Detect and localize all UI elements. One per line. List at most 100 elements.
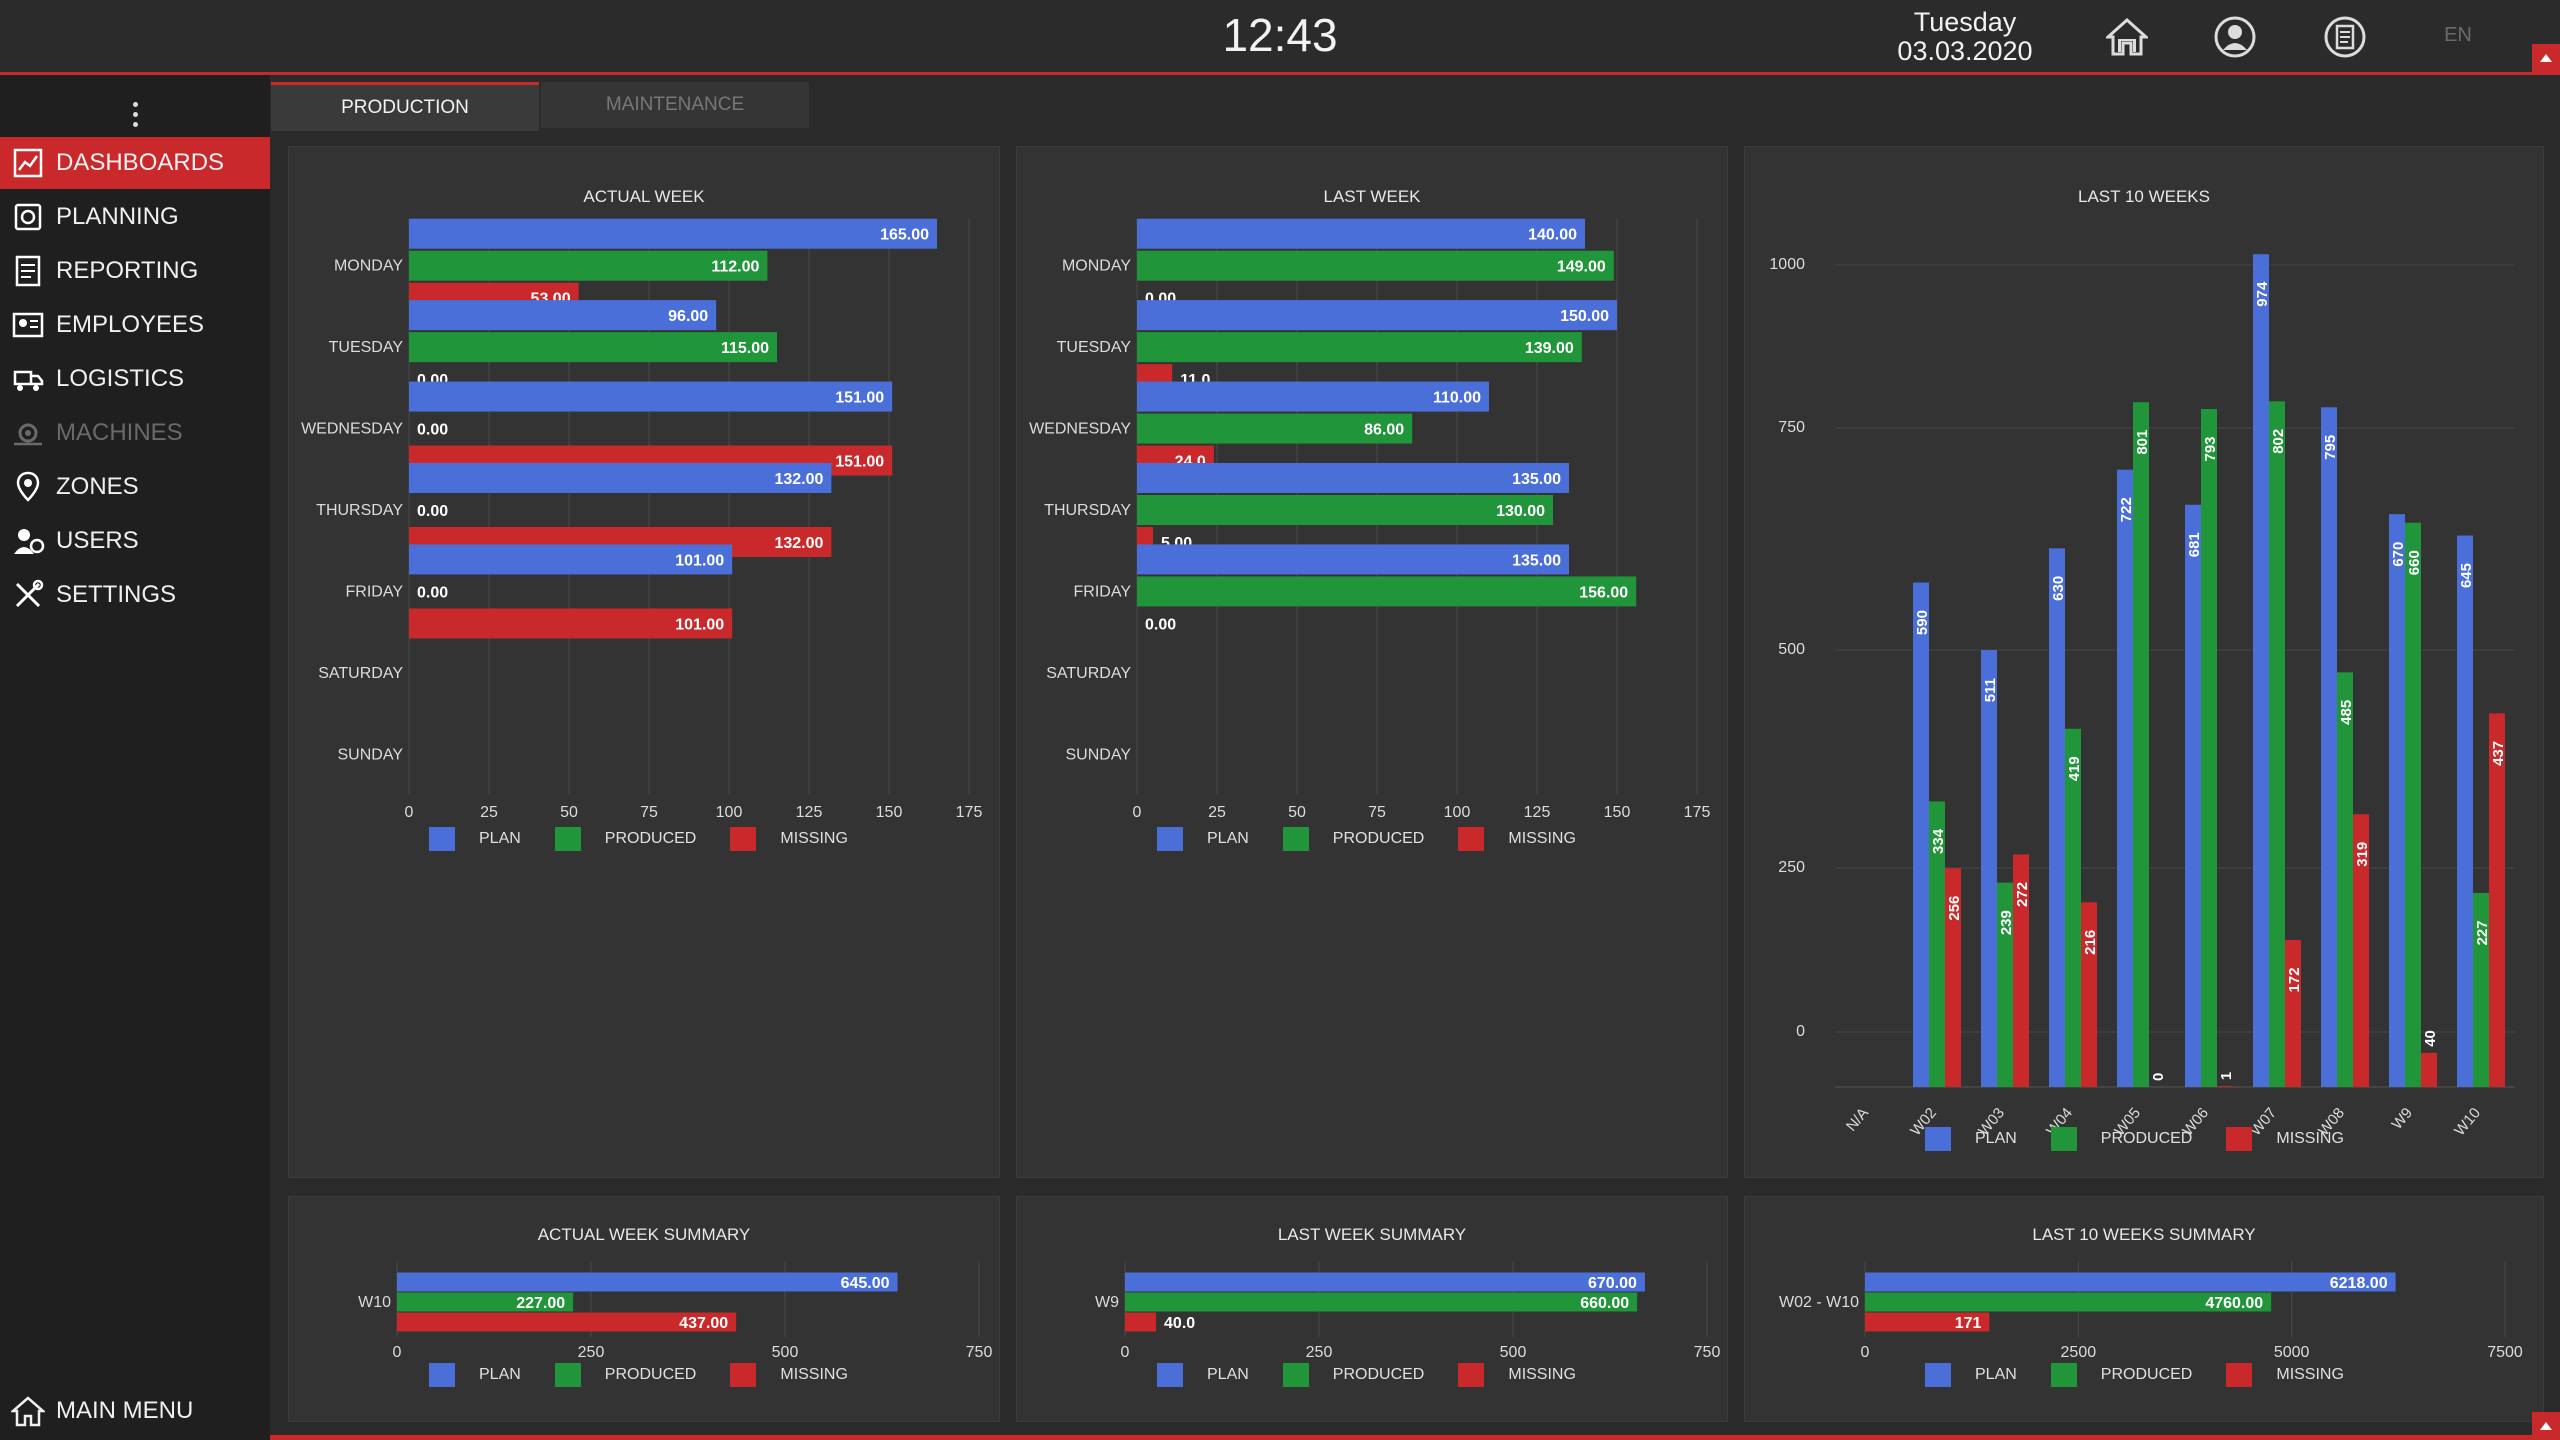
bar-produced[interactable]: [1929, 801, 1945, 1087]
bar-produced[interactable]: [1125, 1292, 1638, 1312]
legend-swatch-missing[interactable]: [1458, 1363, 1485, 1387]
bar-produced[interactable]: [2337, 672, 2353, 1087]
legend-swatch-produced[interactable]: [1282, 1363, 1309, 1387]
bar-produced[interactable]: [1137, 576, 1637, 607]
bar-missing[interactable]: [2421, 1052, 2437, 1087]
bar-plan[interactable]: [1137, 381, 1489, 412]
bar-produced[interactable]: [397, 1292, 574, 1312]
user-profile-icon[interactable]: [2212, 14, 2258, 60]
category-label: THURSDAY: [316, 502, 403, 519]
bar-produced[interactable]: [1997, 882, 2013, 1087]
legend-swatch-plan[interactable]: [429, 827, 455, 851]
data-label: 86.00: [1364, 422, 1404, 439]
report-document-icon[interactable]: [2322, 14, 2368, 60]
legend-label-plan: PLAN: [1207, 830, 1249, 847]
x-tick-label: 0: [405, 804, 414, 821]
kebab-menu-icon[interactable]: [120, 89, 150, 139]
bar-plan[interactable]: [409, 381, 893, 412]
bar-produced[interactable]: [2133, 402, 2149, 1087]
bar-plan[interactable]: [1125, 1272, 1645, 1292]
legend-swatch-plan[interactable]: [429, 1363, 455, 1387]
legend-swatch-missing[interactable]: [1458, 827, 1485, 851]
bar-produced[interactable]: [2201, 408, 2217, 1087]
sidebar-item-users[interactable]: USERS: [0, 515, 270, 567]
language-selector[interactable]: EN: [2444, 24, 2472, 46]
sidebar-item-employees[interactable]: EMPLOYEES: [0, 299, 270, 351]
data-label: 140.00: [1528, 227, 1577, 244]
bar-plan[interactable]: [1913, 582, 1929, 1087]
data-label: 437.00: [679, 1315, 728, 1332]
bar-produced[interactable]: [409, 250, 768, 281]
bar-missing[interactable]: [1865, 1312, 1990, 1332]
bar-plan[interactable]: [2389, 514, 2405, 1087]
bar-produced[interactable]: [1137, 250, 1614, 281]
bar-missing[interactable]: [2081, 902, 2097, 1087]
bar-missing[interactable]: [409, 608, 733, 639]
bar-plan[interactable]: [2185, 504, 2201, 1087]
sidebar-item-dashboards[interactable]: DASHBOARDS: [0, 137, 270, 189]
home-icon[interactable]: [2104, 14, 2150, 60]
bar-produced[interactable]: [1865, 1292, 2272, 1312]
sidebar-item-logistics[interactable]: LOGISTICS: [0, 353, 270, 405]
bar-plan[interactable]: [2321, 407, 2337, 1087]
bar-plan[interactable]: [1865, 1272, 2396, 1292]
legend-swatch-produced[interactable]: [2050, 1363, 2077, 1387]
data-label: 793: [2202, 436, 2219, 461]
legend-swatch-missing[interactable]: [2226, 1127, 2253, 1151]
sidebar-item-reporting[interactable]: REPORTING: [0, 245, 270, 297]
legend-swatch-missing[interactable]: [730, 827, 757, 851]
main-menu-button[interactable]: MAIN MENU: [0, 1385, 270, 1437]
bar-produced[interactable]: [2065, 728, 2081, 1087]
bar-produced[interactable]: [409, 332, 777, 363]
sidebar: DASHBOARDS PLANNING REPORTING EMPLOYEES LOGI…: [0, 75, 270, 1440]
bar-plan[interactable]: [2457, 535, 2473, 1087]
bar-missing[interactable]: [1125, 1312, 1157, 1332]
legend-swatch-plan[interactable]: [1157, 1363, 1183, 1387]
sidebar-item-zones[interactable]: ZONES: [0, 461, 270, 513]
legend-swatch-produced[interactable]: [554, 827, 581, 851]
tab-maintenance[interactable]: MAINTENANCE: [541, 82, 809, 128]
bar-missing[interactable]: [2285, 939, 2301, 1087]
bar-plan[interactable]: [1137, 218, 1585, 249]
bar-produced[interactable]: [1137, 413, 1413, 444]
bar-plan[interactable]: [409, 218, 937, 249]
legend-swatch-missing[interactable]: [730, 1363, 757, 1387]
bar-plan[interactable]: [397, 1272, 898, 1292]
legend-swatch-missing[interactable]: [2226, 1363, 2253, 1387]
bar-missing[interactable]: [1945, 868, 1961, 1087]
bar-plan[interactable]: [2253, 254, 2269, 1088]
bar-plan[interactable]: [409, 544, 733, 575]
data-label: 645: [2458, 563, 2475, 588]
bar-produced[interactable]: [2405, 522, 2421, 1087]
bar-plan[interactable]: [2117, 469, 2133, 1087]
sidebar-item-planning[interactable]: PLANNING: [0, 191, 270, 243]
bar-produced[interactable]: [2473, 892, 2489, 1087]
x-tick-label: 25: [1208, 804, 1226, 821]
bar-produced[interactable]: [1137, 332, 1582, 363]
bar-plan[interactable]: [2049, 548, 2065, 1087]
bar-plan[interactable]: [1981, 650, 1997, 1087]
bar-missing[interactable]: [2489, 713, 2505, 1087]
bar-plan[interactable]: [409, 463, 832, 493]
bar-missing[interactable]: [2013, 854, 2029, 1087]
bar-missing[interactable]: [397, 1312, 737, 1332]
legend-swatch-plan[interactable]: [1157, 827, 1183, 851]
legend-label-produced: PRODUCED: [2100, 1130, 2193, 1147]
bar-plan[interactable]: [1137, 544, 1569, 575]
legend-swatch-plan[interactable]: [1925, 1363, 1951, 1387]
legend-swatch-produced[interactable]: [554, 1363, 581, 1387]
bar-missing[interactable]: [2353, 814, 2369, 1087]
bar-produced[interactable]: [1137, 495, 1553, 525]
collapse-up-icon[interactable]: [2532, 44, 2560, 72]
legend-swatch-produced[interactable]: [2050, 1127, 2077, 1151]
bar-plan[interactable]: [1137, 463, 1569, 493]
sidebar-item-label: DASHBOARDS: [56, 149, 225, 176]
tab-production[interactable]: PRODUCTION: [271, 82, 539, 131]
bar-missing[interactable]: [2217, 1086, 2233, 1087]
bar-plan[interactable]: [409, 300, 717, 331]
legend-swatch-produced[interactable]: [1282, 827, 1309, 851]
bar-produced[interactable]: [2269, 401, 2285, 1087]
sidebar-item-settings[interactable]: SETTINGS: [0, 569, 270, 621]
legend-swatch-plan[interactable]: [1925, 1127, 1951, 1151]
bar-plan[interactable]: [1137, 300, 1617, 331]
